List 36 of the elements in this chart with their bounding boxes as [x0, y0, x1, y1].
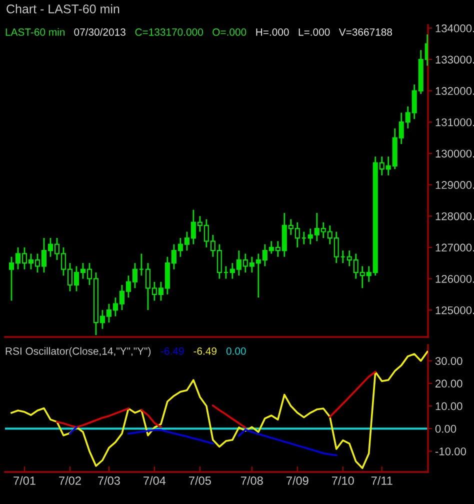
x-tick-label: 7/01 [14, 476, 36, 485]
annotation: 0.00 [226, 347, 246, 355]
y-tick-label: -10.00 [435, 447, 466, 456]
annotation: L=.000 [298, 28, 330, 36]
y-tick-label: 126000. [436, 275, 474, 283]
y-tick-label: 132000. [436, 87, 474, 95]
y-tick-label: 0.00 [435, 424, 456, 433]
x-tick-label: 7/03 [98, 476, 120, 485]
annotation: -6.49 [194, 347, 216, 355]
y-tick-label: 128000. [436, 212, 474, 220]
y-tick-label: 129000. [436, 181, 474, 189]
annotation: H=.000 [256, 28, 289, 36]
annotation: O=.000 [212, 28, 246, 36]
y-tick-label: 125000. [436, 306, 474, 314]
annotation: V=3667188 [338, 28, 392, 36]
chart-title: Chart - LAST-60 min [6, 4, 120, 14]
y-tick-label: 10.00 [436, 402, 462, 410]
y-tick-label: 131000. [436, 118, 474, 126]
y-tick-label: 134000. [436, 24, 474, 32]
annotation: -6.49 [160, 347, 184, 355]
annotation: RSI Oscillator(Close,14,"Y","Y") [6, 347, 151, 357]
y-tick-label: 130000. [436, 150, 474, 158]
y-tick-label: 133000. [436, 56, 474, 64]
y-tick-label: 30.00 [435, 357, 462, 365]
x-tick-label: 7/05 [189, 476, 211, 485]
y-tick-label: 20.00 [436, 380, 462, 388]
annotation: C=133170.000 [135, 28, 203, 36]
x-tick-label: 7/11 [371, 476, 392, 485]
annotation: 07/30/2013 [74, 28, 126, 36]
x-tick-label: 7/02 [59, 476, 81, 485]
x-tick-label: 7/04 [144, 476, 166, 485]
x-tick-label: 7/08 [241, 476, 263, 485]
y-tick-label: 127000. [436, 244, 474, 252]
x-tick-label: 7/09 [286, 476, 308, 485]
x-tick-label: 7/10 [332, 476, 354, 485]
annotation: LAST-60 min [6, 28, 65, 36]
